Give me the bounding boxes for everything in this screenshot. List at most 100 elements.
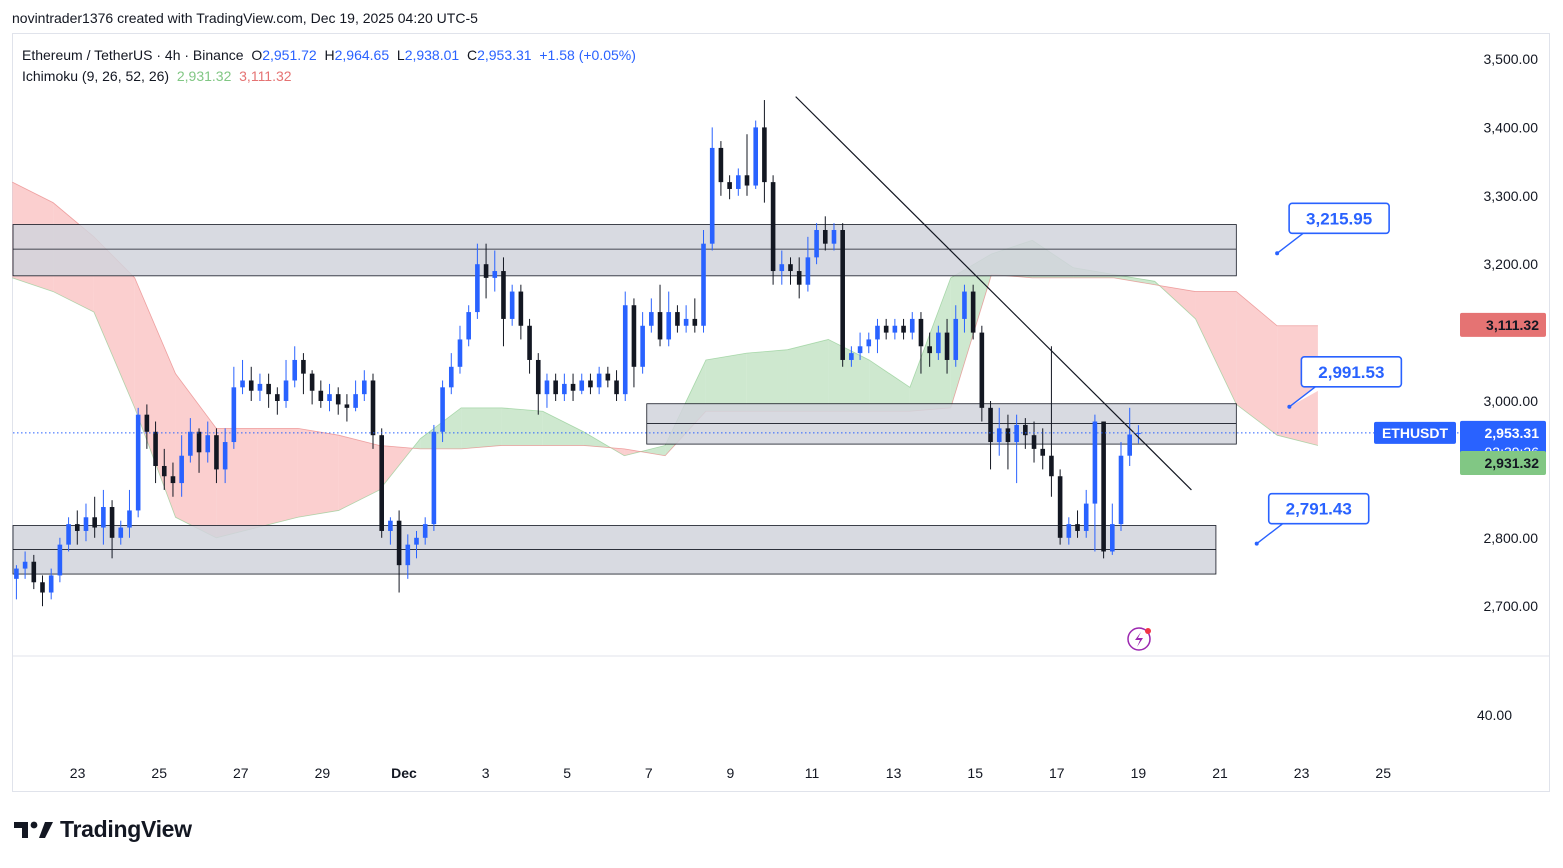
candle[interactable] bbox=[1127, 407, 1133, 466]
candle[interactable] bbox=[422, 517, 428, 545]
candle[interactable] bbox=[353, 380, 358, 412]
candle[interactable] bbox=[579, 373, 585, 395]
candle[interactable] bbox=[318, 380, 324, 408]
candle[interactable] bbox=[188, 418, 193, 463]
candle[interactable] bbox=[692, 298, 698, 333]
candle[interactable] bbox=[788, 257, 793, 285]
candle[interactable] bbox=[266, 373, 271, 408]
candle[interactable] bbox=[344, 394, 350, 422]
candle[interactable] bbox=[936, 325, 941, 360]
candle[interactable] bbox=[22, 551, 28, 579]
candle[interactable] bbox=[1014, 414, 1019, 484]
candle[interactable] bbox=[257, 373, 263, 401]
candle[interactable] bbox=[562, 373, 567, 401]
candle[interactable] bbox=[370, 373, 376, 449]
candle[interactable] bbox=[649, 298, 654, 333]
candle[interactable] bbox=[396, 510, 402, 593]
candle[interactable] bbox=[709, 127, 715, 251]
candle[interactable] bbox=[414, 530, 419, 559]
candle[interactable] bbox=[1005, 414, 1011, 470]
candle[interactable] bbox=[762, 100, 767, 203]
candle[interactable] bbox=[614, 370, 619, 401]
callout-299153[interactable]: 2,991.53 bbox=[1287, 355, 1403, 409]
candle[interactable] bbox=[1110, 503, 1115, 555]
candle[interactable] bbox=[849, 346, 854, 367]
tradingview-logo[interactable]: TradingView bbox=[14, 816, 192, 843]
candle[interactable] bbox=[40, 575, 45, 607]
candle[interactable] bbox=[640, 312, 645, 374]
candle[interactable] bbox=[301, 353, 306, 395]
candle[interactable] bbox=[388, 517, 393, 545]
candle[interactable] bbox=[779, 250, 785, 285]
callout-321595[interactable]: 3,215.95 bbox=[1275, 202, 1390, 256]
candle[interactable] bbox=[1057, 469, 1063, 545]
candle[interactable] bbox=[405, 534, 411, 579]
candle[interactable] bbox=[666, 291, 672, 347]
candle[interactable] bbox=[683, 305, 689, 333]
candle[interactable] bbox=[744, 134, 750, 196]
candle[interactable] bbox=[283, 359, 289, 408]
candle[interactable] bbox=[466, 305, 471, 347]
candle[interactable] bbox=[335, 387, 341, 415]
candle[interactable] bbox=[101, 489, 106, 545]
candle[interactable] bbox=[222, 428, 228, 484]
candle[interactable] bbox=[1023, 418, 1028, 449]
candle[interactable] bbox=[196, 428, 202, 473]
candle[interactable] bbox=[31, 554, 37, 590]
candle[interactable] bbox=[753, 120, 759, 189]
candle[interactable] bbox=[144, 404, 150, 449]
candle[interactable] bbox=[501, 257, 506, 347]
candle[interactable] bbox=[483, 243, 489, 299]
candle[interactable] bbox=[440, 380, 445, 443]
candle[interactable] bbox=[83, 503, 89, 542]
candle[interactable] bbox=[814, 223, 819, 265]
candle[interactable] bbox=[588, 373, 593, 395]
candle[interactable] bbox=[979, 325, 985, 422]
candle[interactable] bbox=[1118, 442, 1124, 531]
candle[interactable] bbox=[927, 332, 932, 367]
candle[interactable] bbox=[362, 370, 367, 401]
candle[interactable] bbox=[657, 284, 663, 347]
legend-indicator[interactable]: Ichimoku (9, 26, 52, 26) bbox=[22, 68, 170, 84]
candle[interactable] bbox=[14, 565, 19, 600]
candle[interactable] bbox=[822, 216, 828, 251]
candle[interactable] bbox=[509, 284, 515, 326]
candle[interactable] bbox=[431, 424, 437, 531]
flash-icon[interactable] bbox=[1127, 627, 1151, 651]
zone-1[interactable] bbox=[12, 224, 1237, 277]
candle[interactable] bbox=[475, 243, 480, 319]
candle[interactable] bbox=[892, 318, 898, 340]
candle[interactable] bbox=[527, 318, 532, 374]
candle[interactable] bbox=[327, 383, 332, 412]
callout-279143[interactable]: 2,791.43 bbox=[1254, 492, 1370, 546]
candle[interactable] bbox=[1101, 421, 1106, 559]
candle[interactable] bbox=[92, 496, 97, 538]
candle[interactable] bbox=[605, 366, 611, 388]
candle[interactable] bbox=[240, 359, 245, 395]
candle[interactable] bbox=[161, 448, 167, 490]
candle[interactable] bbox=[1092, 414, 1098, 552]
candle[interactable] bbox=[1075, 510, 1080, 538]
candle[interactable] bbox=[1066, 517, 1072, 545]
candle[interactable] bbox=[153, 421, 158, 484]
candle[interactable] bbox=[988, 401, 993, 470]
candle[interactable] bbox=[292, 346, 298, 388]
candle[interactable] bbox=[535, 353, 541, 415]
candle[interactable] bbox=[379, 428, 385, 538]
trendline[interactable] bbox=[795, 96, 1192, 491]
candle[interactable] bbox=[66, 517, 71, 552]
candle[interactable] bbox=[1049, 346, 1054, 497]
candle[interactable] bbox=[857, 332, 863, 360]
candle[interactable] bbox=[796, 257, 802, 299]
candle[interactable] bbox=[118, 520, 124, 545]
candle[interactable] bbox=[1031, 421, 1037, 463]
candle[interactable] bbox=[127, 489, 132, 538]
candle[interactable] bbox=[953, 305, 959, 367]
candle[interactable] bbox=[1040, 428, 1046, 470]
candle[interactable] bbox=[57, 537, 63, 583]
candle[interactable] bbox=[770, 175, 776, 285]
candle[interactable] bbox=[701, 230, 706, 333]
candle[interactable] bbox=[840, 223, 845, 367]
candle[interactable] bbox=[492, 250, 498, 292]
